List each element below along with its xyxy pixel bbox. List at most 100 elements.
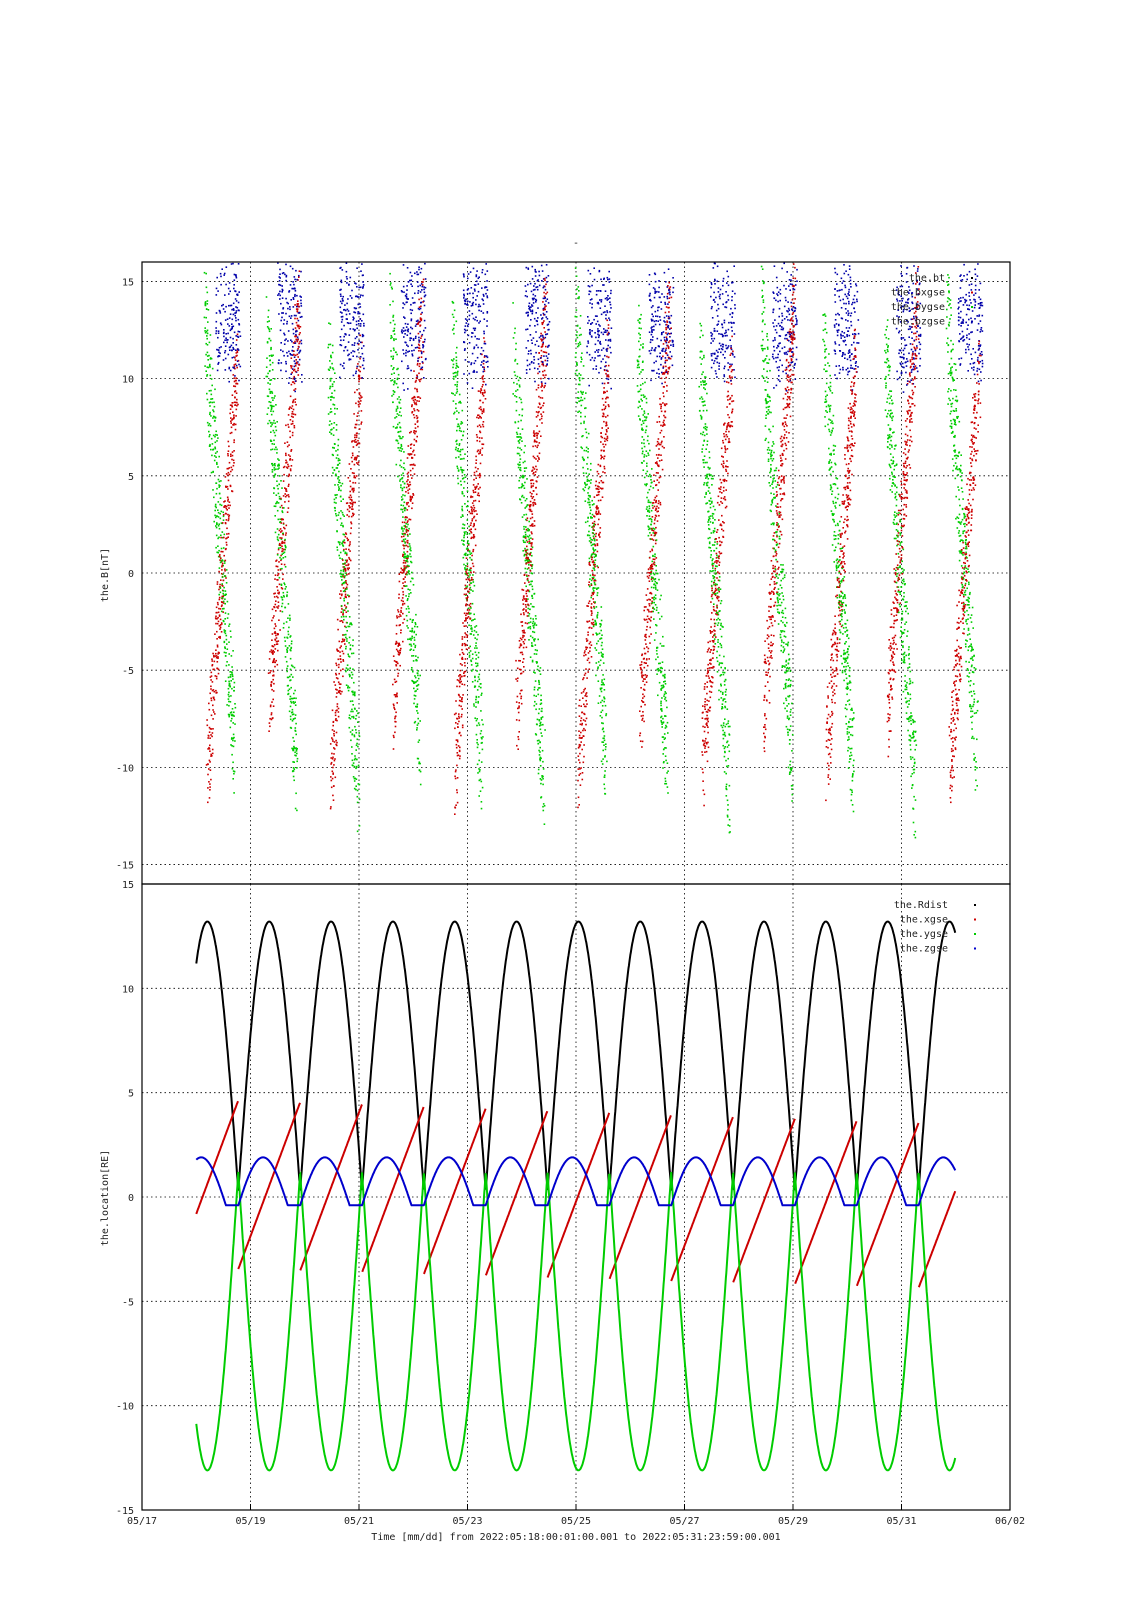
bygse-point xyxy=(401,498,404,500)
bygse-point xyxy=(400,459,402,462)
bzgse-point xyxy=(220,275,222,278)
bygse-point xyxy=(411,637,413,640)
bxgse-point xyxy=(358,405,360,408)
bygse-point xyxy=(471,653,474,655)
bygse-point xyxy=(454,448,457,451)
bzgse-point xyxy=(546,318,549,320)
bygse-point xyxy=(291,747,293,750)
bygse-point xyxy=(589,482,592,484)
bygse-point xyxy=(476,638,478,641)
bxgse-point xyxy=(475,486,478,489)
bygse-point xyxy=(535,734,538,736)
bygse-point xyxy=(343,599,345,602)
bxgse-point xyxy=(522,631,525,634)
bygse-point xyxy=(404,507,407,510)
bygse-point xyxy=(293,666,296,669)
bxgse-point xyxy=(349,502,351,504)
bxgse-point xyxy=(534,474,536,476)
bxgse-point xyxy=(410,447,412,449)
bxgse-point xyxy=(221,601,223,603)
bxgse-point xyxy=(526,622,529,625)
bxgse-point xyxy=(273,651,275,653)
bzgse-point xyxy=(544,382,547,385)
bygse-point xyxy=(481,748,484,751)
bygse-point xyxy=(518,385,521,388)
bzgse-point xyxy=(410,319,413,322)
bxgse-point xyxy=(465,604,467,607)
bygse-point xyxy=(294,701,296,703)
bxgse-point xyxy=(290,465,293,467)
bxgse-point xyxy=(458,675,460,677)
bxgse-point xyxy=(546,291,549,294)
bxgse-point xyxy=(465,557,468,559)
bxgse-point xyxy=(533,499,536,501)
bzgse-point xyxy=(465,303,468,306)
bygse-point xyxy=(404,542,406,544)
bygse-point xyxy=(399,430,402,433)
bxgse-point xyxy=(270,670,272,672)
bzgse-point xyxy=(418,341,420,343)
bygse-point xyxy=(390,379,392,382)
bzgse-point xyxy=(223,341,225,344)
bxgse-point xyxy=(604,391,606,394)
bxgse-point xyxy=(540,386,542,388)
bygse-point xyxy=(538,739,540,742)
bzgse-point xyxy=(536,323,539,326)
bxgse-point xyxy=(407,485,410,488)
bzgse-point xyxy=(279,329,282,332)
bygse-point xyxy=(594,587,596,589)
bzgse-point xyxy=(486,320,488,322)
bygse-point xyxy=(530,580,532,583)
bxgse-point xyxy=(537,414,539,417)
bzgse-point xyxy=(401,332,404,334)
bzgse-point xyxy=(233,284,235,286)
bygse-point xyxy=(473,686,476,688)
bxgse-point xyxy=(216,630,218,633)
bygse-point xyxy=(474,626,476,628)
bxgse-point xyxy=(348,567,350,569)
bxgse-point xyxy=(331,752,333,755)
bzgse-point xyxy=(541,280,543,282)
bxgse-point xyxy=(352,446,355,448)
bygse-point xyxy=(224,655,227,657)
bygse-point xyxy=(268,328,270,331)
bxgse-point xyxy=(351,505,353,508)
bygse-point xyxy=(227,687,230,690)
bzgse-point xyxy=(278,276,281,278)
bzgse-point xyxy=(281,316,283,319)
bxgse-point xyxy=(291,434,294,437)
bygse-point xyxy=(478,795,480,797)
bxgse-point xyxy=(393,660,396,662)
bygse-point xyxy=(522,461,525,464)
bygse-point xyxy=(600,655,603,657)
bxgse-point xyxy=(355,441,357,443)
bzgse-point xyxy=(547,275,550,277)
bygse-point xyxy=(352,690,354,693)
bygse-point xyxy=(457,477,459,480)
bzgse-point xyxy=(415,320,418,322)
bzgse-point xyxy=(541,317,544,319)
bygse-point xyxy=(593,561,596,564)
bygse-point xyxy=(518,479,520,482)
bxgse-point xyxy=(465,614,467,617)
bxgse-point xyxy=(473,478,475,481)
bxgse-point xyxy=(541,363,543,366)
bxgse-point xyxy=(283,563,286,566)
bzgse-point xyxy=(283,354,285,357)
bygse-point xyxy=(477,633,479,636)
bzgse-point xyxy=(530,361,533,364)
bzgse-point xyxy=(225,266,228,268)
bxgse-point xyxy=(208,797,211,799)
bzgse-point xyxy=(542,341,544,344)
bygse-point xyxy=(292,665,294,668)
bxgse-point xyxy=(354,441,356,443)
bzgse-point xyxy=(547,345,550,347)
bzgse-point xyxy=(540,314,542,316)
bxgse-point xyxy=(233,416,235,418)
bygse-point xyxy=(473,703,475,705)
bzgse-point xyxy=(468,262,470,264)
bygse-point xyxy=(466,490,469,492)
bygse-point xyxy=(288,645,291,647)
bxgse-point xyxy=(222,602,225,604)
bxgse-point xyxy=(231,490,234,493)
